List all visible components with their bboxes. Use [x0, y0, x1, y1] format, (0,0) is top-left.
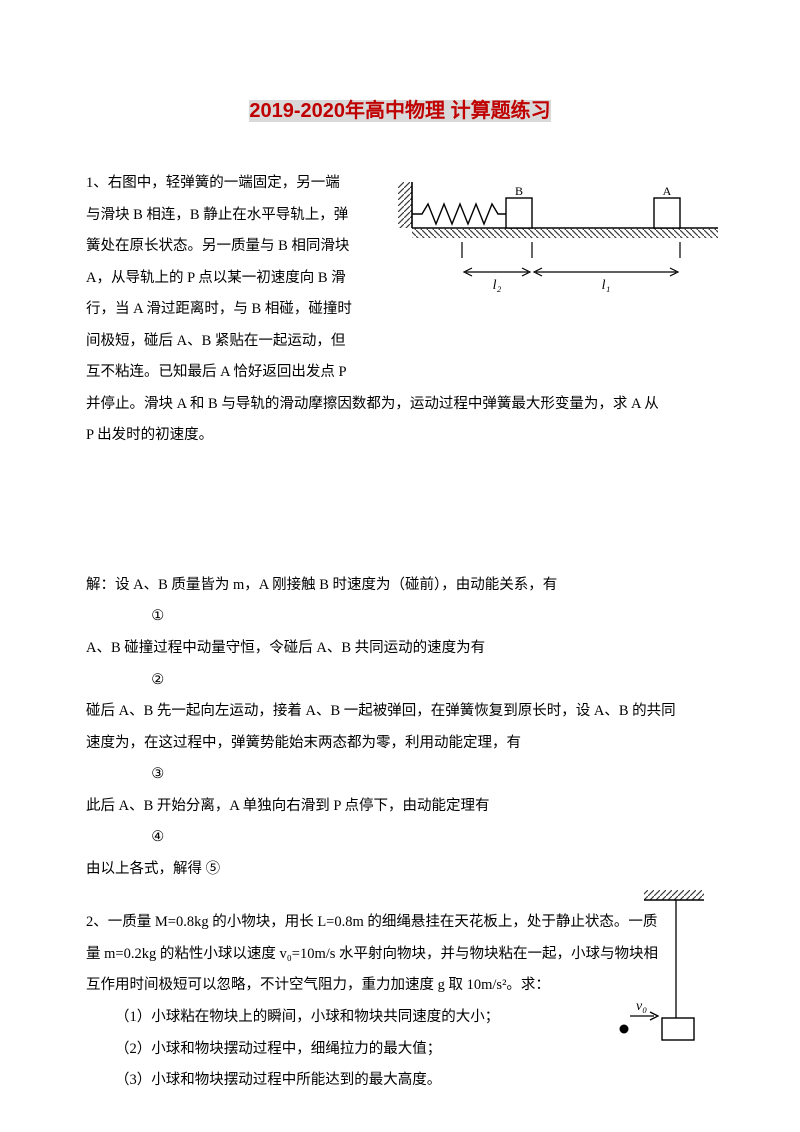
svg-text:l₂: l₂	[493, 278, 502, 293]
q1-line: 1、右图中，轻弹簧的一端固定，另一端	[86, 170, 386, 198]
solution-1: 解：设 A、B 质量皆为 m，A 刚接触 B 时速度为（碰前），由动能关系，有 …	[86, 572, 714, 883]
question-1: 1、右图中，轻弹簧的一端固定，另一端 与滑块 B 相连，B 静止在水平导轨上，弹…	[86, 170, 714, 450]
page-title: 2019-2020年高中物理 计算题练习	[86, 92, 714, 130]
equation-marker: ②	[151, 667, 714, 695]
q1-line: 行，当 A 滑过距离时，与 B 相碰，碰撞时	[86, 296, 386, 324]
figure-1-spring-blocks: B A l₂ l₁	[398, 176, 722, 296]
svg-text:B: B	[515, 184, 523, 198]
title-year: 2019-2020	[249, 100, 345, 122]
equation-marker: ③	[151, 761, 714, 789]
q1-line: 簧处在原长状态。另一质量与 B 相同滑块	[86, 233, 386, 261]
title-rest: 年高中物理 计算题练习	[345, 100, 551, 122]
q1-line: 与滑块 B 相连，B 静止在水平导轨上，弹	[86, 202, 386, 230]
q1-line: 互不粘连。已知最后 A 恰好返回出发点 P	[86, 359, 386, 387]
figure-2-pendulum: v₀	[606, 890, 704, 1048]
svg-text:v₀: v₀	[636, 999, 647, 1014]
solution-line: 由以上各式，解得 ⑤	[86, 856, 714, 884]
equation-marker: ④	[151, 824, 714, 852]
solution-line: 此后 A、B 开始分离，A 单独向右滑到 P 点停下，由动能定理有	[86, 793, 714, 821]
solution-line: 速度为，在这过程中，弹簧势能始末两态都为零，利用动能定理，有	[86, 730, 714, 758]
solution-line: 碰后 A、B 先一起向左运动，接着 A、B 一起被弹回，在弹簧恢复到原长时，设 …	[86, 698, 714, 726]
svg-text:A: A	[663, 184, 672, 198]
q1-line: P 出发时的初速度。	[86, 422, 714, 450]
solution-line: 解：设 A、B 质量皆为 m，A 刚接触 B 时速度为（碰前），由动能关系，有	[86, 572, 714, 600]
svg-text:l₁: l₁	[602, 278, 611, 293]
q2-sub: （3）小球和物块摆动过程中所能达到的最大高度。	[115, 1067, 714, 1095]
q1-line: 间极短，碰后 A、B 紧贴在一起运动，但	[86, 328, 386, 356]
solution-line: A、B 碰撞过程中动量守恒，令碰后 A、B 共同运动的速度为有	[86, 635, 714, 663]
q1-line: A，从导轨上的 P 点以某一初速度向 B 滑	[86, 265, 386, 293]
q1-line: 并停止。滑块 A 和 B 与导轨的滑动摩擦因数都为，运动过程中弹簧最大形变量为，…	[86, 391, 714, 419]
equation-marker: ①	[151, 603, 714, 631]
